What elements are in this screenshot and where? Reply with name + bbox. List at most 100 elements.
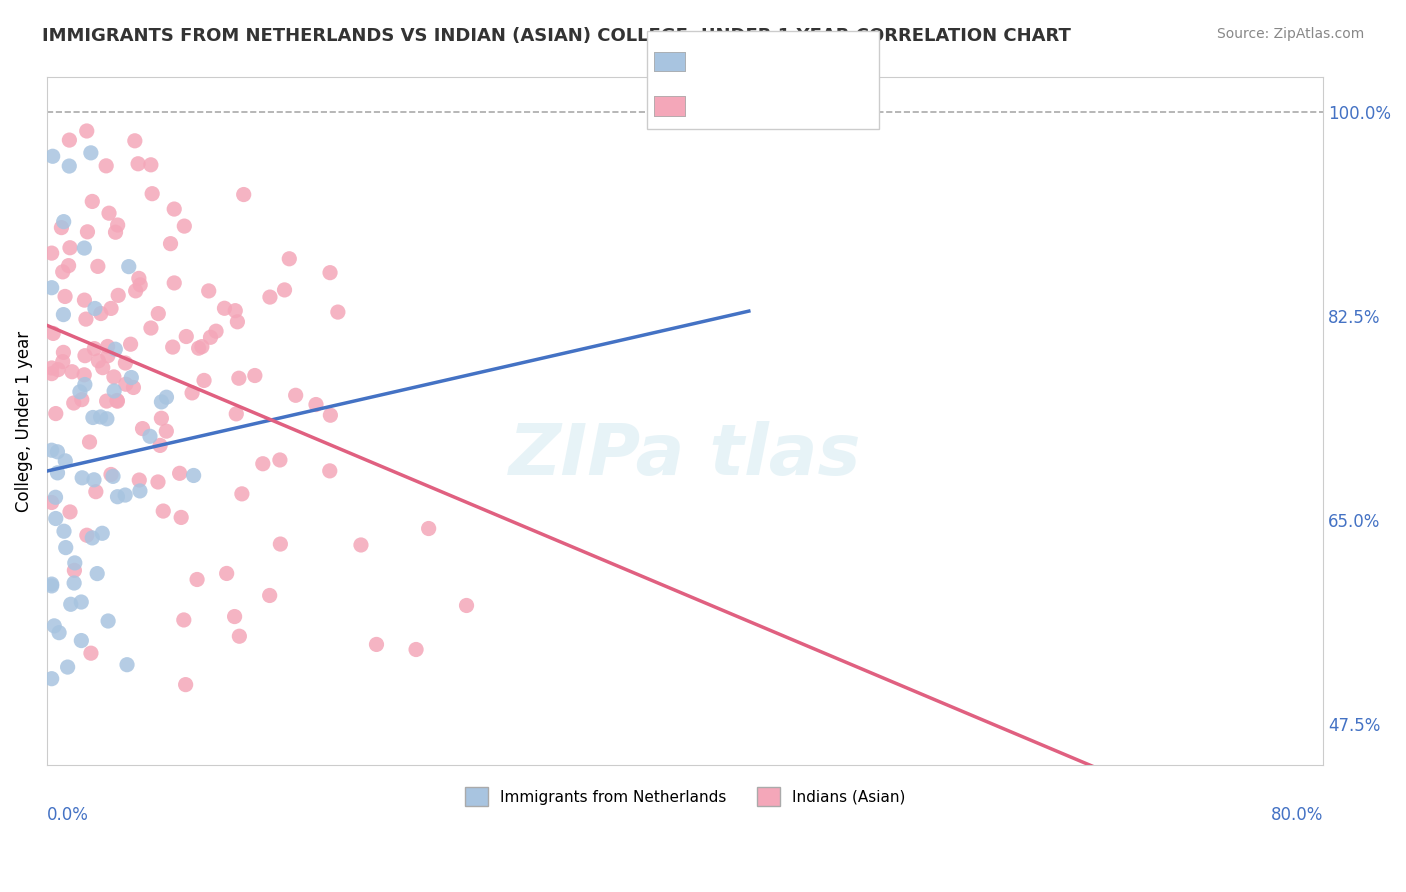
Text: 116: 116 — [825, 93, 858, 107]
Point — [114, 356, 136, 370]
Point — [44, 490, 66, 504]
Point — [114, 488, 136, 502]
Point — [98, 206, 121, 220]
Point — [60, 365, 83, 379]
Text: R =: R = — [692, 93, 720, 107]
Point — [228, 629, 250, 643]
Point — [224, 609, 246, 624]
Point — [91, 526, 114, 541]
Point — [73, 368, 96, 382]
Point — [139, 429, 162, 443]
Point — [152, 504, 174, 518]
Point — [120, 337, 142, 351]
Point — [84, 301, 107, 316]
Point — [51, 220, 73, 235]
Point — [55, 541, 77, 555]
Point — [82, 531, 104, 545]
Point — [319, 266, 342, 280]
Point — [76, 124, 98, 138]
Point — [41, 443, 63, 458]
Point — [259, 290, 281, 304]
Point — [97, 614, 120, 628]
Point — [163, 202, 186, 216]
Point — [118, 260, 141, 274]
Point — [41, 281, 63, 295]
Point — [52, 345, 75, 359]
Point — [76, 225, 98, 239]
Point — [59, 597, 82, 611]
Point — [46, 362, 69, 376]
Point — [90, 306, 112, 320]
Point — [139, 158, 162, 172]
Point — [82, 194, 104, 209]
Point — [273, 283, 295, 297]
Point — [53, 454, 76, 468]
Point — [319, 464, 342, 478]
Point — [231, 487, 253, 501]
Point — [131, 421, 153, 435]
Point — [128, 473, 150, 487]
Point — [162, 340, 184, 354]
Y-axis label: College, Under 1 year: College, Under 1 year — [15, 331, 32, 512]
Point — [173, 219, 195, 233]
Text: IMMIGRANTS FROM NETHERLANDS VS INDIAN (ASIAN) COLLEGE, UNDER 1 YEAR CORRELATION : IMMIGRANTS FROM NETHERLANDS VS INDIAN (A… — [42, 27, 1071, 45]
Point — [186, 573, 208, 587]
Point — [107, 218, 129, 232]
Point — [269, 453, 291, 467]
Point — [122, 380, 145, 394]
Point — [82, 410, 104, 425]
Point — [41, 367, 63, 381]
Point — [107, 394, 129, 409]
Point — [418, 522, 440, 536]
Text: 51: 51 — [825, 53, 846, 67]
Point — [269, 537, 291, 551]
Point — [128, 271, 150, 285]
Point — [107, 288, 129, 302]
Point — [163, 276, 186, 290]
Point — [83, 342, 105, 356]
Point — [183, 468, 205, 483]
Point — [97, 349, 120, 363]
Point — [149, 438, 172, 452]
Point — [181, 385, 204, 400]
Point — [52, 265, 75, 279]
Point — [48, 625, 70, 640]
Point — [101, 469, 124, 483]
Point — [42, 326, 65, 341]
Point — [305, 398, 328, 412]
Point — [103, 370, 125, 384]
Point — [70, 595, 93, 609]
Point — [59, 241, 82, 255]
Point — [90, 409, 112, 424]
Point — [226, 315, 249, 329]
Point — [41, 672, 63, 686]
Point — [170, 510, 193, 524]
Point — [115, 657, 138, 672]
Point — [97, 339, 120, 353]
Point — [148, 307, 170, 321]
Point — [224, 303, 246, 318]
Point — [87, 260, 110, 274]
Point — [150, 395, 173, 409]
Text: 80.0%: 80.0% — [1271, 805, 1323, 823]
Point — [197, 284, 219, 298]
Point — [278, 252, 301, 266]
Text: N =: N = — [790, 53, 820, 67]
Point — [41, 577, 63, 591]
Point — [456, 599, 478, 613]
Point — [159, 236, 181, 251]
Point — [129, 277, 152, 292]
Point — [53, 289, 76, 303]
Point — [52, 308, 75, 322]
Point — [53, 524, 76, 539]
Point — [284, 388, 307, 402]
Point — [83, 473, 105, 487]
Point — [70, 471, 93, 485]
Point — [45, 407, 67, 421]
Point — [127, 157, 149, 171]
Point — [129, 483, 152, 498]
Point — [63, 576, 86, 591]
Point — [169, 467, 191, 481]
Point — [405, 642, 427, 657]
Point — [225, 407, 247, 421]
